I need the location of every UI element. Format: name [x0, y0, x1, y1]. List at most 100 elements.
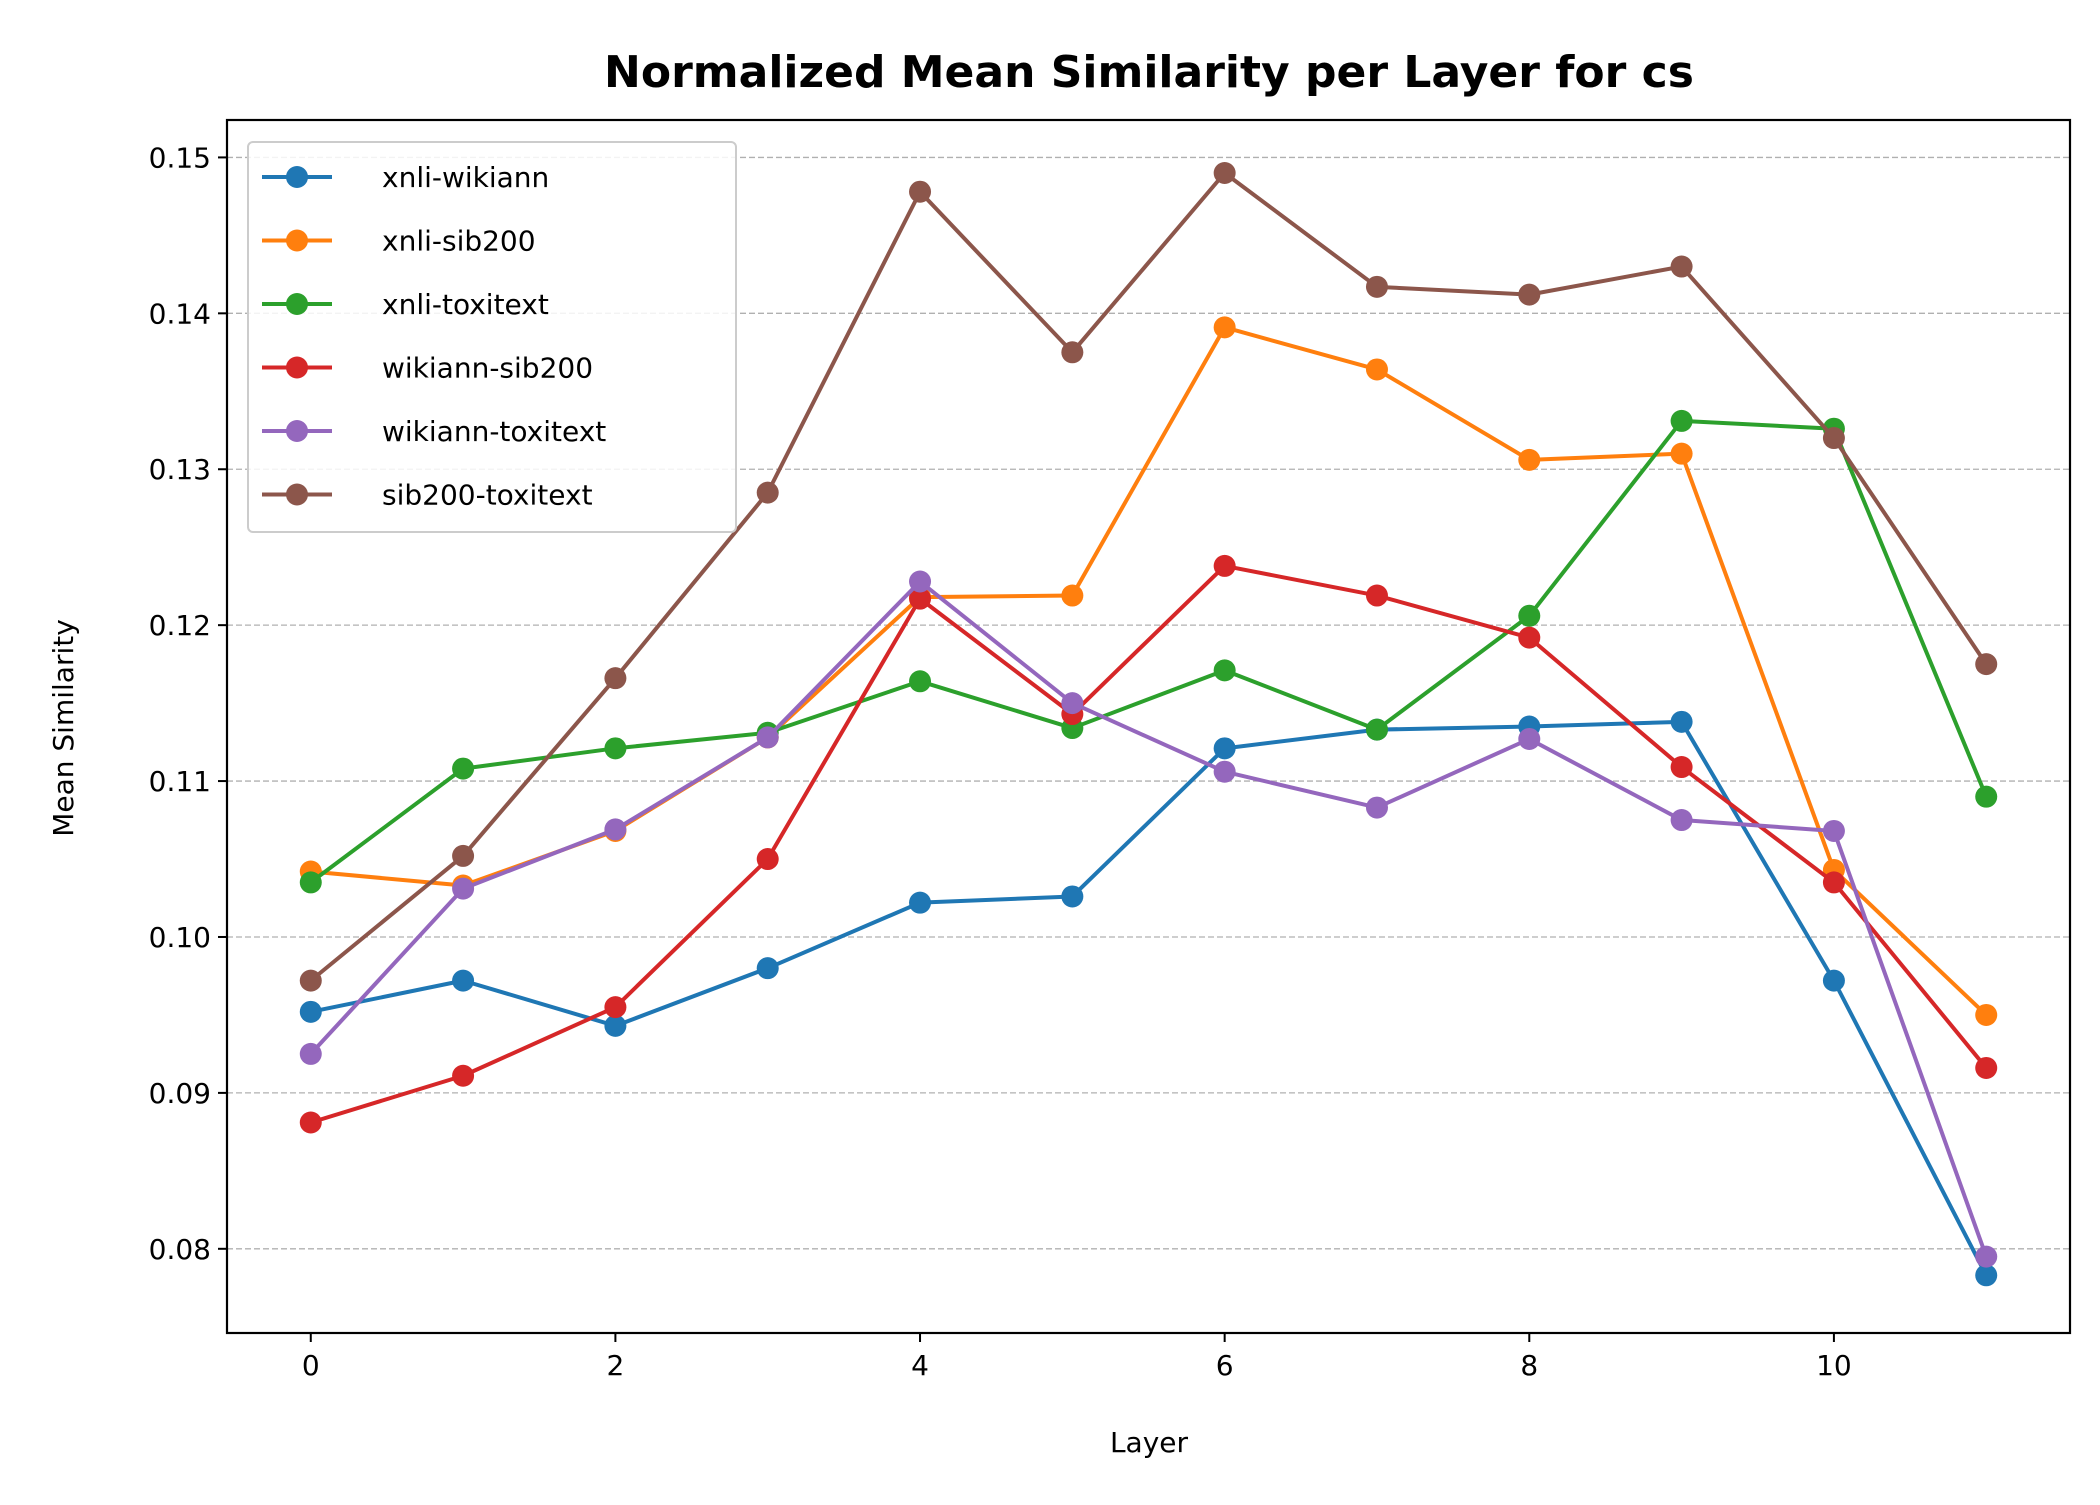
x-tick-label: 8 [1520, 1349, 1538, 1382]
series-line [309, 171, 1988, 983]
data-point [604, 667, 627, 690]
legend-marker [286, 166, 308, 188]
series-layer [299, 162, 1998, 1287]
data-point [909, 180, 932, 203]
data-point [1213, 162, 1236, 185]
data-point [756, 957, 779, 980]
y-tick-label: 0.11 [149, 765, 211, 798]
data-point [1975, 653, 1998, 676]
data-point [1975, 1245, 1998, 1268]
legend-label: wikiann-toxitext [382, 415, 606, 448]
data-point [299, 969, 322, 992]
series-xnli-wikiann [299, 710, 1998, 1287]
data-point [1213, 316, 1236, 339]
data-point [1213, 659, 1236, 682]
y-axis: 0.08 0.09 0.10 0.11 0.12 0.13 0.14 0.15 [149, 141, 227, 1266]
data-point [756, 848, 779, 871]
data-point [1822, 969, 1845, 992]
data-point [452, 757, 475, 780]
legend-item: xnli-sib200 [262, 225, 536, 258]
data-point [1213, 760, 1236, 783]
legend-label: wikiann-sib200 [382, 352, 593, 385]
legend-item: xnli-wikiann [262, 161, 549, 194]
x-tick-label: 6 [1216, 1349, 1234, 1382]
data-point [1670, 710, 1693, 733]
y-tick-label: 0.13 [149, 453, 211, 486]
data-point [1061, 584, 1084, 607]
legend-marker [286, 483, 308, 506]
data-point [604, 818, 627, 841]
data-point [909, 670, 932, 693]
legend-marker [286, 356, 308, 379]
data-point [1518, 604, 1541, 627]
x-axis-label: Layer [1110, 1426, 1189, 1459]
data-point [299, 1000, 322, 1023]
data-point [604, 737, 627, 760]
series-sib200-toxitext [299, 162, 1998, 992]
data-point [452, 1064, 475, 1087]
data-point [1061, 341, 1084, 364]
data-point [604, 996, 627, 1019]
y-tick-label: 0.14 [149, 297, 211, 330]
y-tick-label: 0.15 [149, 141, 211, 174]
x-tick-label: 0 [302, 1349, 320, 1382]
data-point [1365, 796, 1388, 819]
data-point [1365, 584, 1388, 607]
y-tick-label: 0.10 [149, 921, 211, 954]
y-tick-label: 0.09 [149, 1077, 211, 1110]
legend-label: xnli-sib200 [382, 225, 536, 258]
data-point [1822, 427, 1845, 450]
y-tick-label: 0.12 [149, 609, 211, 642]
data-point [452, 877, 475, 900]
y-axis-label: Mean Similarity [47, 619, 80, 837]
legend-marker [286, 293, 308, 315]
legend-label: sib200-toxitext [382, 479, 593, 512]
data-point [756, 726, 779, 749]
legend-marker [286, 229, 308, 252]
data-point [1975, 1264, 1998, 1287]
x-tick-label: 4 [911, 1349, 929, 1382]
data-point [909, 587, 932, 610]
data-point [1670, 809, 1693, 832]
data-point [1518, 448, 1541, 471]
data-point [1061, 692, 1084, 715]
series-line [310, 563, 1988, 1125]
data-point [1822, 871, 1845, 894]
data-point [604, 1014, 627, 1037]
data-point [1975, 1056, 1998, 1079]
data-point [1975, 785, 1998, 808]
legend-marker [286, 420, 308, 442]
data-point [1822, 819, 1845, 842]
data-point [909, 891, 932, 914]
plot-area-frame [225, 118, 2072, 1335]
legend-item: wikiann-toxitext [262, 415, 606, 448]
data-point [1518, 727, 1541, 750]
legend-item: wikiann-sib200 [262, 352, 593, 385]
chart-title: Normalized Mean Similarity per Layer for… [604, 47, 1694, 98]
data-point [1670, 756, 1693, 779]
legend-box [247, 141, 737, 533]
y-tick-label: 0.08 [149, 1233, 211, 1266]
legend-label: xnli-wikiann [382, 161, 549, 194]
series-wikiann-toxitext [299, 570, 1998, 1268]
data-point [1365, 358, 1388, 381]
data-point [299, 1042, 322, 1065]
x-tick-label: 2 [606, 1349, 624, 1382]
data-point [1061, 885, 1084, 908]
x-tick-label: 10 [1816, 1349, 1852, 1382]
data-point [1975, 1003, 1998, 1026]
x-axis: 0 2 4 6 8 10 [302, 1333, 1852, 1382]
data-point [909, 570, 932, 593]
series-line [309, 418, 1989, 885]
data-point [1670, 442, 1693, 465]
legend: xnli-wikiann xnli-sib200 xnli-toxitext wiki… [247, 141, 737, 533]
data-point [452, 969, 475, 992]
data-point [299, 871, 322, 894]
data-point [452, 844, 475, 867]
data-point [1365, 718, 1388, 741]
data-point [1213, 737, 1236, 760]
data-point [756, 481, 779, 504]
legend-item: sib200-toxitext [262, 479, 593, 512]
